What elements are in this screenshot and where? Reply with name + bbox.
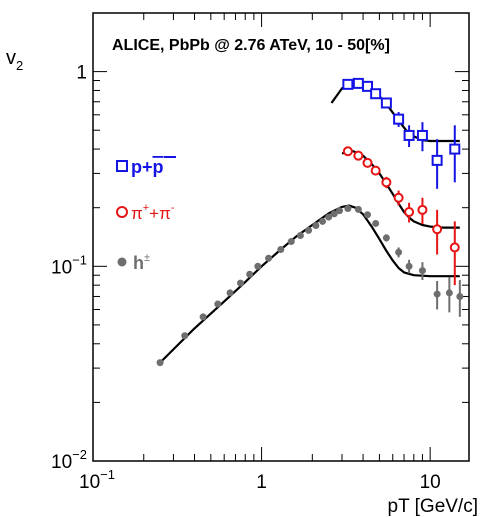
data-point-dot: [364, 211, 372, 219]
data-point-dot: [296, 231, 304, 239]
data-point-dot: [330, 210, 338, 218]
data-point-circle: [449, 242, 460, 253]
data-point-dot: [156, 359, 164, 367]
data-point-dot: [287, 238, 295, 246]
data-point-circle: [381, 177, 392, 188]
data-point-circle: [353, 150, 364, 161]
data-point-dot: [246, 270, 254, 278]
data-points: [156, 77, 464, 367]
legend-marker-open-square: [116, 160, 128, 172]
data-point-circle: [362, 157, 373, 168]
y-tick-label: 10−2: [51, 447, 87, 473]
data-point-dot: [199, 313, 207, 321]
data-point-dot: [312, 222, 320, 230]
legend-item-proton: p+p: [116, 156, 176, 177]
fit-curves: [159, 82, 460, 364]
data-point-dot: [226, 289, 234, 297]
y-tick-label: 10−1: [51, 252, 87, 278]
data-point-square: [416, 129, 428, 141]
data-point-circle: [342, 146, 353, 157]
data-point-dot: [254, 262, 262, 270]
data-point-dot: [181, 332, 189, 340]
data-point-dot: [382, 234, 390, 242]
data-point-square: [380, 97, 392, 109]
legend-item-hadron: h±: [117, 252, 150, 273]
data-point-dot: [354, 205, 362, 213]
legend-label-hadron: h±: [133, 252, 150, 273]
legend: p+p π++π- h±: [116, 156, 176, 273]
data-point-dot: [395, 248, 403, 256]
data-point-dot: [319, 217, 327, 225]
chart-title: ALICE, PbPb @ 2.76 ATeV, 10 - 50[%]: [112, 37, 390, 54]
data-point-square: [342, 78, 354, 90]
data-point-dot: [336, 207, 344, 215]
data-point-dot: [418, 267, 426, 275]
data-point-dot: [433, 290, 441, 298]
data-point-dot: [456, 292, 464, 300]
data-point-dot: [325, 213, 333, 221]
data-point-square: [362, 80, 374, 92]
data-point-dot: [265, 254, 273, 262]
fit-curve-2: [159, 204, 460, 364]
legend-item-pion: π++π-: [116, 202, 175, 223]
x-tick-label: 10−1: [79, 467, 115, 493]
data-point-dot: [405, 262, 413, 270]
data-point-square: [370, 88, 382, 100]
data-point-dot: [344, 205, 352, 213]
y-axis-label: v2: [6, 47, 23, 73]
y-tick-label: 1: [76, 63, 87, 84]
data-point-square: [352, 77, 364, 89]
data-point-circle: [404, 207, 415, 218]
data-point-square: [393, 113, 405, 125]
legend-marker-open-circle: [116, 206, 128, 218]
plot-frame: [92, 12, 470, 462]
legend-marker-filled-circle: [117, 257, 127, 267]
legend-label-proton: p+p: [131, 157, 164, 177]
data-point-square: [403, 129, 415, 141]
data-point-square: [449, 143, 461, 155]
data-point-dot: [237, 279, 245, 287]
data-point-circle: [393, 192, 404, 203]
x-axis-label: pT [GeV/c]: [388, 496, 478, 517]
legend-label-pion: π++π-: [131, 202, 175, 223]
axis-ticks: [92, 12, 469, 462]
data-point-circle: [417, 204, 428, 215]
fit-curve-0: [330, 82, 460, 143]
data-point-square: [431, 154, 443, 166]
data-point-circle: [370, 165, 381, 176]
data-point-circle: [432, 224, 443, 235]
data-point-dot: [214, 300, 222, 308]
data-point-dot: [277, 245, 285, 253]
data-point-dot: [372, 219, 380, 227]
x-tick-label: 1: [256, 472, 267, 493]
x-tick-label: 10: [420, 472, 441, 493]
data-point-dot: [445, 289, 453, 297]
data-point-dot: [305, 226, 313, 234]
